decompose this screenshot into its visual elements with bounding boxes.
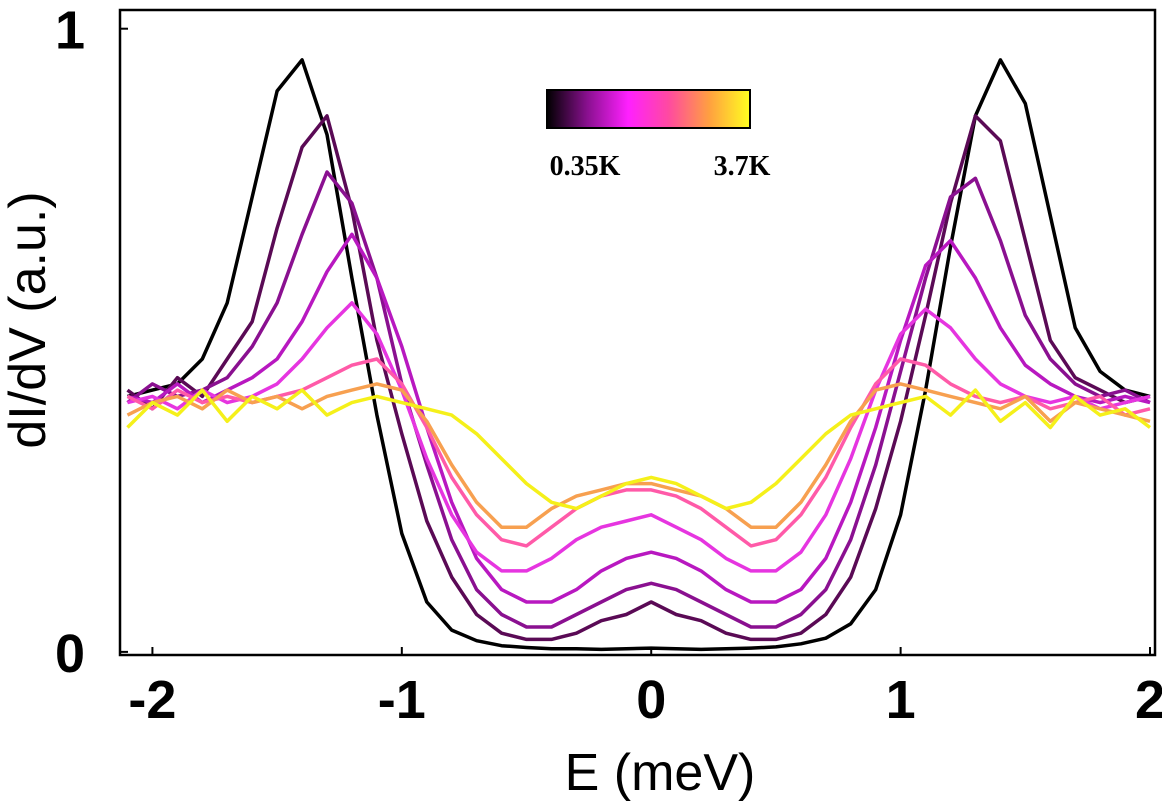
data-line (127, 58, 1151, 652)
x-tick-label: 2 (1135, 670, 1162, 730)
x-tick-label: -2 (128, 670, 176, 730)
plot-frame (118, 8, 1157, 657)
lines (126, 58, 1152, 652)
data-line (126, 382, 1151, 529)
data-line (127, 232, 1151, 604)
colorbar-label: 3.7K (714, 151, 771, 182)
y-tick-label: 0 (55, 624, 85, 684)
data-line (127, 301, 1151, 573)
colorbar-label: 0.35K (550, 151, 621, 182)
y-tick-label: 1 (55, 1, 85, 61)
data-line (126, 114, 1151, 642)
x-tick-label: 0 (636, 670, 666, 730)
x-axis-label: E (meV) (565, 744, 756, 802)
data-line (126, 388, 1152, 511)
x-tick-label: 1 (886, 670, 916, 730)
colorbar (546, 89, 751, 129)
y-axis-label: dI/dV (a.u.) (0, 191, 57, 448)
data-line (126, 170, 1151, 629)
x-tick-label: -1 (378, 670, 426, 730)
